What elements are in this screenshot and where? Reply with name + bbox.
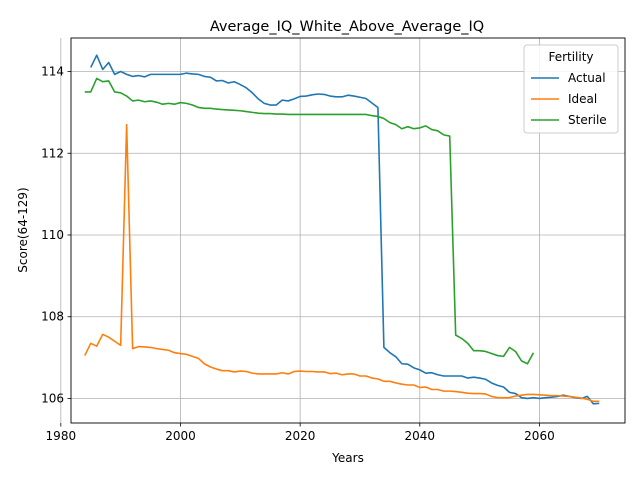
plot-frame: [70, 37, 626, 424]
y-tick-label: 108: [41, 310, 64, 324]
series-line-actual: [90, 54, 600, 405]
x-tick-label: 1980: [46, 429, 77, 443]
legend: Fertility Actual Ideal Sterile: [523, 44, 619, 134]
x-tick-label: 2040: [405, 429, 436, 443]
legend-label-sterile: Sterile: [568, 113, 607, 127]
x-tick-label: 2020: [285, 429, 316, 443]
legend-label-actual: Actual: [568, 71, 606, 85]
series-lines: [84, 54, 600, 405]
legend-items: Actual Ideal Sterile: [531, 71, 607, 127]
y-axis-ticks: 106 108 110 112 114: [41, 65, 71, 405]
series-line-ideal: [84, 123, 600, 403]
x-tick-label: 2000: [165, 429, 196, 443]
x-axis-ticks: 1980 2000 2020 2040 2060: [46, 423, 555, 443]
y-tick-label: 110: [41, 228, 64, 242]
legend-label-ideal: Ideal: [568, 92, 597, 106]
y-tick-label: 106: [41, 391, 64, 405]
legend-box: [523, 44, 619, 134]
y-axis-label: Score(64-129): [16, 187, 30, 272]
y-tick-label: 112: [41, 146, 64, 160]
x-tick-label: 2060: [524, 429, 555, 443]
chart-title: Average_IQ_White_Above_Average_IQ: [210, 19, 484, 35]
x-axis-label: Years: [331, 451, 364, 465]
legend-title: Fertility: [548, 50, 593, 64]
y-tick-label: 114: [41, 65, 64, 79]
series-line-sterile: [84, 77, 535, 365]
